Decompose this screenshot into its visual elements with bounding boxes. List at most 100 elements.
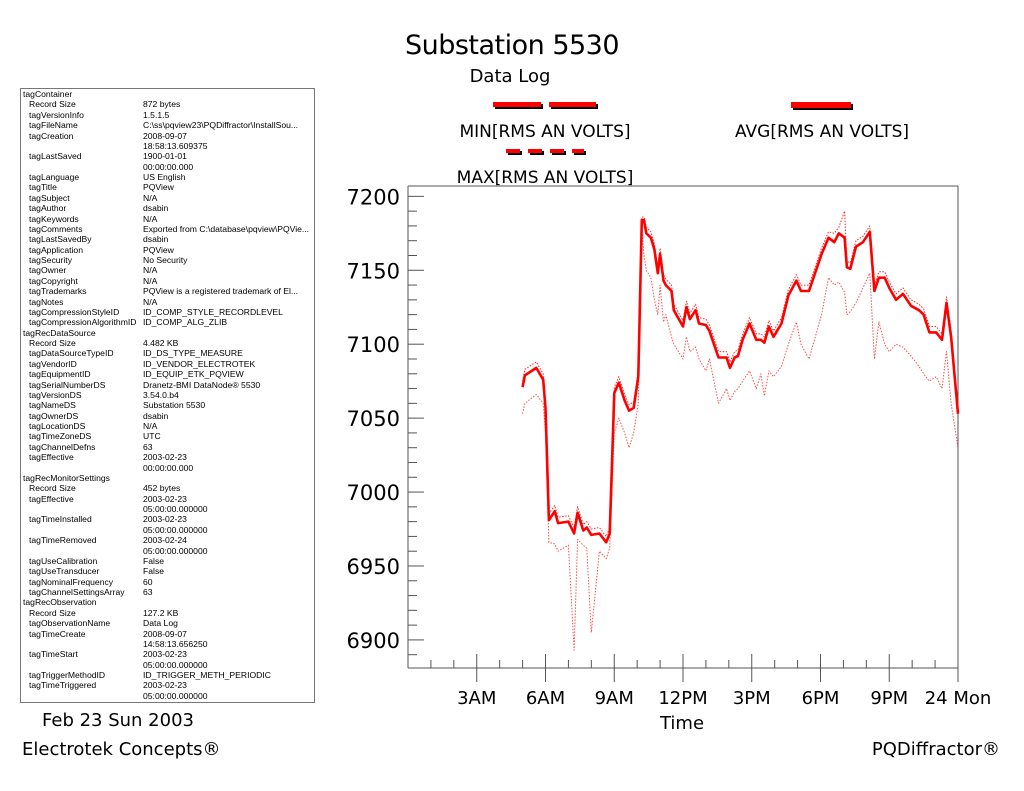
legend-label-max: MAX[RMS AN VOLTS] — [457, 168, 634, 188]
metadata-row: tagOwner N/A — [21, 265, 314, 275]
metadata-value: 2008-09-07 — [143, 628, 187, 639]
metadata-row: tagVersionInfo 1.5.1.5 — [21, 110, 314, 120]
metadata-row: tagLastSaved 1900-01-01 — [21, 151, 314, 161]
metadata-key: tagLastSavedBy — [29, 234, 92, 245]
metadata-row: tagNotes N/A — [21, 297, 314, 307]
metadata-key: Record Size — [29, 99, 76, 110]
metadata-row: Record Size 4.482 KB — [21, 338, 314, 348]
metadata-value: 14:58:13.656250 — [143, 638, 208, 649]
metadata-row: 18:58:13.609375 — [21, 141, 314, 151]
series-lines — [521, 210, 960, 651]
legend-label-avg: AVG[RMS AN VOLTS] — [735, 122, 909, 142]
metadata-value: ID_DS_TYPE_MEASURE — [143, 348, 243, 359]
metadata-key: tagContainer — [23, 89, 73, 99]
metadata-key: tagChannelDefns — [29, 441, 96, 452]
metadata-key: Record Size — [29, 338, 76, 348]
metadata-row: tagUseTransducer False — [21, 566, 314, 576]
metadata-row: tagRecObservation — [21, 597, 314, 607]
metadata-value: 05:00:00.000000 — [143, 690, 208, 701]
metadata-value: dsabin — [143, 234, 169, 245]
metadata-value: PQView — [143, 244, 174, 255]
metadata-key: tagCompressionAlgorithmID — [29, 317, 137, 328]
x-tick-label: 3PM — [733, 688, 771, 709]
metadata-value: C:\ss\pqview23\PQDiffractor\InstallSou..… — [143, 120, 299, 131]
metadata-value: 63 — [143, 587, 153, 597]
metadata-value: 05:00:00.000000 — [143, 659, 208, 670]
metadata-value: 05:00:00.000000 — [143, 524, 208, 535]
metadata-value: 05:00:00.000000 — [143, 545, 208, 556]
metadata-key: tagSerialNumberDS — [29, 379, 106, 390]
metadata-value: 1.5.1.5 — [143, 109, 170, 120]
metadata-key: tagLanguage — [29, 172, 80, 182]
metadata-key: Record Size — [29, 483, 76, 494]
metadata-value: N/A — [143, 296, 158, 307]
metadata-key: tagNameDS — [29, 400, 76, 411]
metadata-value: N/A — [143, 421, 158, 431]
metadata-value: Data Log — [143, 618, 178, 629]
metadata-row: tagNameDS Substation 5530 — [21, 400, 314, 410]
x-ticks: 3AM 6AM 9AM 12PM 3PM 6PM 9PM 24 Mon — [430, 654, 991, 709]
chart-title: Substation 5530 — [404, 30, 620, 61]
y-tick-label: 6900 — [347, 629, 400, 653]
legend-swatch-max — [506, 149, 586, 155]
metadata-key: tagTimeStart — [29, 649, 78, 660]
metadata-value: N/A — [143, 192, 158, 203]
metadata-key: tagEffective — [29, 452, 74, 463]
metadata-value: 60 — [143, 576, 153, 587]
metadata-key: tagTitle — [29, 182, 57, 193]
metadata-key: tagVersionDS — [29, 389, 82, 400]
metadata-value: False — [143, 566, 165, 577]
metadata-row: Record Size 452 bytes — [21, 483, 314, 493]
metadata-row: tagEquipmentID ID_EQUIP_ETK_PQVIEW — [21, 369, 314, 379]
x-tick-label: 6PM — [802, 688, 840, 709]
y-tick-label: 7200 — [347, 185, 400, 209]
metadata-key: tagLocationDS — [29, 421, 86, 431]
metadata-key: tagDataSourceTypeID — [29, 348, 114, 359]
metadata-value: 00:00:00.000 — [143, 462, 194, 473]
avg-series-line — [521, 218, 960, 544]
metadata-value: 05:00:00.000000 — [143, 504, 208, 514]
metadata-key: tagEffective — [29, 493, 74, 504]
metadata-row: tagRecMonitorSettings — [21, 473, 314, 483]
footer-product: PQDiffractor® — [871, 739, 1000, 760]
y-tick-label: 7150 — [347, 259, 400, 283]
metadata-row: tagCompressionStyleID ID_COMP_STYLE_RECOR… — [21, 307, 314, 317]
metadata-key: tagTimeInstalled — [29, 514, 92, 525]
y-tick-label: 6950 — [347, 555, 400, 579]
chart-subtitle: Data Log — [469, 66, 551, 87]
metadata-value: 1900-01-01 — [143, 151, 187, 162]
metadata-row: tagCompressionAlgorithmID ID_COMP_ALG_ZLI… — [21, 317, 314, 327]
metadata-row: tagOwnerDS dsabin — [21, 411, 314, 421]
metadata-row: 05:00:00.000000 — [21, 546, 314, 556]
metadata-value: 2003-02-23 — [143, 452, 187, 463]
metadata-row: tagFileName C:\ss\pqview23\PQDiffractor\I… — [21, 120, 314, 130]
metadata-value: 45 — [143, 701, 153, 702]
metadata-key: tagObservationName — [29, 618, 111, 629]
metadata-row: tagTimeTriggered 2003-02-23 — [21, 680, 314, 690]
metadata-row: tagEffective 2003-02-23 — [21, 452, 314, 462]
min-series-line — [522, 225, 959, 651]
y-tick-label: 7100 — [347, 333, 400, 357]
metadata-value: False — [143, 555, 165, 566]
metadata-key: tagCompressionStyleID — [29, 306, 120, 317]
metadata-row: tagTriggerMethodID ID_TRIGGER_METH_PERIOD… — [21, 670, 314, 680]
metadata-value: No Security — [143, 255, 188, 265]
metadata-key: tagSecurity — [29, 255, 72, 265]
metadata-key: tagOwner — [29, 265, 67, 276]
metadata-value: 452 bytes — [143, 483, 181, 494]
metadata-key: tagOwnerDS — [29, 410, 79, 421]
metadata-row: Record Size 127.2 KB — [21, 608, 314, 618]
metadata-row: 05:00:00.000000 — [21, 660, 314, 670]
metadata-key: tagVendorID — [29, 358, 77, 369]
metadata-row: 05:00:00.000000 — [21, 525, 314, 535]
metadata-key: tagNominalFrequency — [29, 576, 114, 587]
metadata-value: Substation 5530 — [143, 400, 206, 411]
y-ticks: 6900 6950 7000 7050 7100 7150 7200 — [347, 185, 424, 656]
metadata-key: tagCopyright — [29, 275, 78, 286]
metadata-value: Dranetz-BMI DataNode® 5530 — [143, 379, 261, 390]
metadata-value: 18:58:13.609375 — [143, 140, 208, 151]
metadata-key: tagFileName — [29, 120, 78, 131]
metadata-panel: tagContainer Record Size 872 bytes tagVersi… — [20, 88, 315, 703]
metadata-row: tagLocationDS N/A — [21, 421, 314, 431]
metadata-row: 05:00:00.000000 — [21, 691, 314, 701]
